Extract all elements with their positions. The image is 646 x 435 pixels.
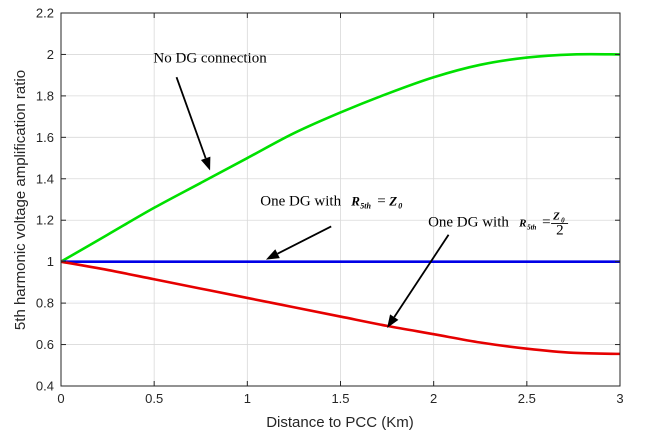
- svg-text:=: =: [377, 194, 385, 210]
- svg-text:=: =: [542, 214, 550, 230]
- y-tick-label: 0.8: [36, 296, 54, 311]
- tick-layer: 0 0.5 1 1.5 2 2.5 3 0.4 0.6 0.8 1 1.2 1.4 1.6 1.8 2 2.2: [36, 6, 624, 407]
- y-tick-label: 2: [47, 47, 54, 62]
- series-layer: [60, 52, 621, 356]
- y-tick-label: 2.2: [36, 6, 54, 21]
- svg-text:5th: 5th: [527, 223, 536, 231]
- x-tick-label: 1: [244, 391, 251, 406]
- svg-text:5th: 5th: [360, 202, 371, 211]
- y-tick-label: 1.2: [36, 213, 54, 228]
- svg-text:2: 2: [556, 222, 564, 238]
- annotation-r-eq-z0-text: One DG with: [260, 194, 341, 210]
- annotation-arrow-r-eq-z0-half: [387, 234, 450, 328]
- x-tick-label: 3: [616, 391, 623, 406]
- x-axis-label: Distance to PCC (Km): [266, 414, 414, 431]
- y-axis-label: 5th harmonic voltage amplification ratio: [12, 70, 29, 330]
- x-tick-label: 0.5: [145, 391, 163, 406]
- annotation-r-eq-z0-half: One DG with R 5th = Z 02: [428, 210, 569, 238]
- svg-text:R: R: [518, 217, 526, 229]
- annotation-r-eq-z0-half-text: One DG with: [428, 214, 509, 230]
- svg-text:R: R: [350, 194, 360, 209]
- y-tick-label: 1.4: [36, 171, 54, 186]
- svg-text:0: 0: [398, 202, 402, 211]
- svg-text:Z: Z: [552, 210, 560, 222]
- svg-text:0: 0: [561, 216, 565, 224]
- y-tick-label: 1.6: [36, 130, 54, 145]
- x-tick-label: 0: [57, 391, 64, 406]
- y-tick-label: 0.6: [36, 337, 54, 352]
- x-tick-label: 1.5: [331, 391, 349, 406]
- annotation-r-eq-z0: One DG with R 5th = Z 0: [260, 194, 402, 211]
- y-tick-label: 0.4: [36, 379, 54, 394]
- y-tick-label: 1.8: [36, 88, 54, 103]
- annotation-arrow-r-eq-z0: [265, 225, 332, 260]
- series-line-r-eq-z0-half: [60, 260, 621, 356]
- svg-text:Z: Z: [388, 194, 397, 209]
- x-tick-label: 2: [430, 391, 437, 406]
- x-tick-label: 2.5: [518, 391, 536, 406]
- series-line-no-dg: [60, 52, 621, 263]
- annotation-arrow-no-dg: [175, 76, 211, 171]
- annotation-no-dg: No DG connection: [153, 51, 267, 67]
- y-tick-label: 1: [47, 254, 54, 269]
